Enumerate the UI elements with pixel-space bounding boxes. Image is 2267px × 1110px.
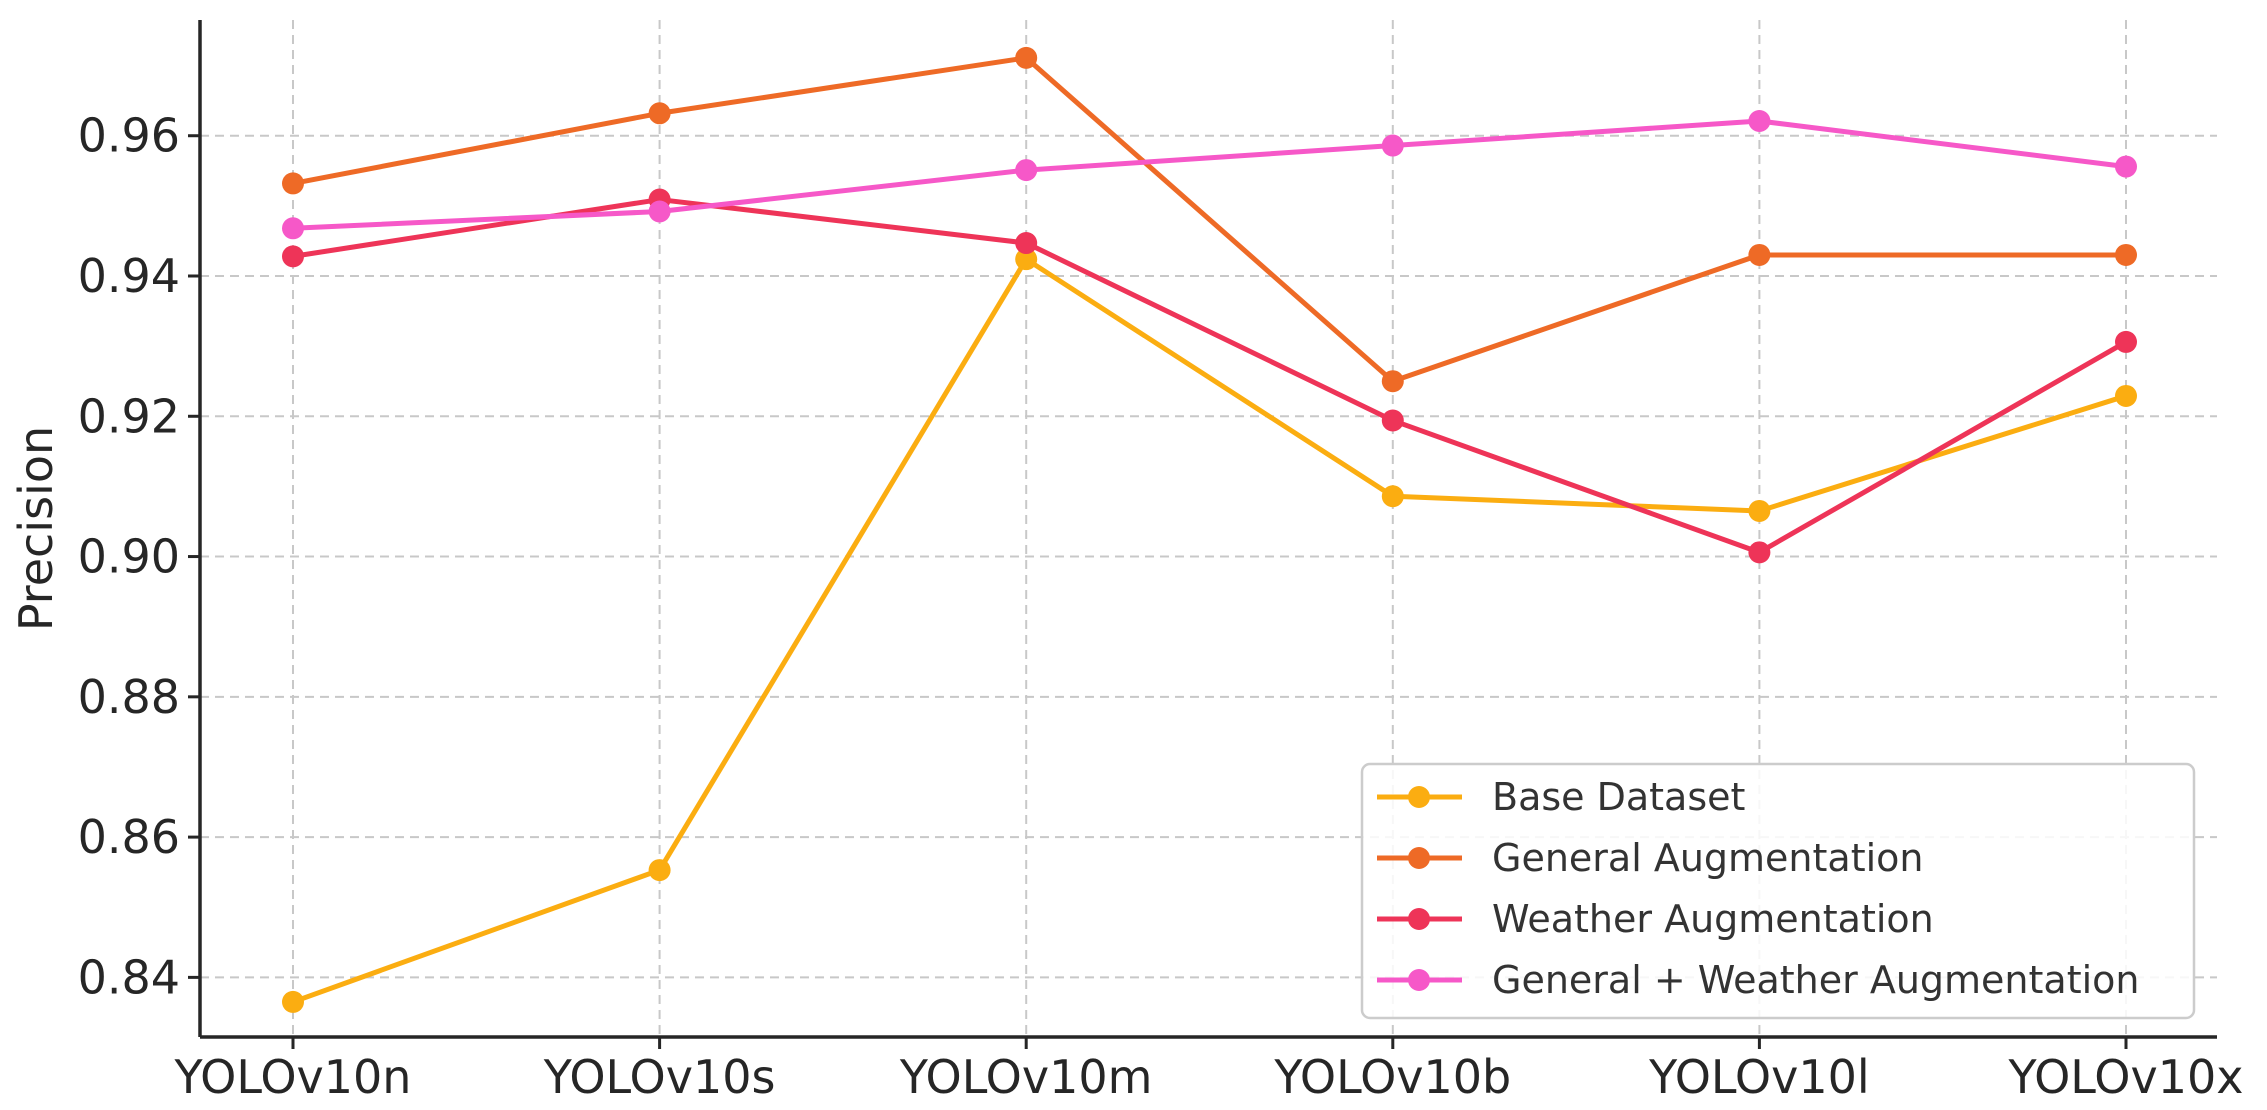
legend-label: Base Dataset bbox=[1492, 775, 1745, 819]
legend-swatch-marker bbox=[1408, 908, 1430, 930]
legend-item-general-weather-augmentation: General + Weather Augmentation bbox=[1377, 958, 2139, 1002]
data-point-general-weather-augmentation bbox=[1015, 159, 1038, 182]
legend-item-base-dataset: Base Dataset bbox=[1377, 775, 1745, 819]
legend: Base Dataset General Augmentation Weather … bbox=[1360, 762, 2196, 1020]
y-tick-label: 0.90 bbox=[78, 530, 180, 584]
y-tick-label: 0.96 bbox=[78, 109, 180, 163]
series-general-weather-augmentation bbox=[282, 109, 2137, 240]
data-point-weather-augmentation bbox=[1015, 232, 1038, 255]
series bbox=[282, 46, 2137, 1013]
legend-label: General + Weather Augmentation bbox=[1492, 958, 2139, 1002]
data-point-general-augmentation bbox=[282, 172, 304, 195]
legend-label: General Augmentation bbox=[1492, 836, 1924, 880]
data-point-base-dataset bbox=[1015, 248, 1038, 271]
legend-label: Weather Augmentation bbox=[1492, 897, 1934, 941]
data-point-general-weather-augmentation bbox=[282, 217, 304, 240]
data-point-general-augmentation bbox=[1015, 46, 1038, 69]
series-general-augmentation bbox=[282, 46, 2137, 393]
y-tick-label: 0.88 bbox=[78, 670, 180, 724]
legend-swatch-marker bbox=[1408, 786, 1430, 808]
x-tick-label: YOLOv10s bbox=[543, 1050, 776, 1104]
data-point-weather-augmentation bbox=[2115, 330, 2137, 353]
series-line-base-dataset bbox=[290, 256, 2129, 1005]
series-weather-augmentation bbox=[282, 188, 2137, 564]
x-tick-label: YOLOv10x bbox=[2008, 1050, 2244, 1104]
data-point-base-dataset bbox=[282, 990, 304, 1013]
y-tick-label: 0.86 bbox=[78, 810, 180, 864]
data-point-general-augmentation bbox=[2115, 243, 2137, 266]
y-tick-label: 0.94 bbox=[78, 249, 180, 303]
legend-box bbox=[1360, 762, 2196, 1020]
data-point-base-dataset bbox=[1748, 499, 1771, 522]
x-tick-label: YOLOv10l bbox=[1648, 1050, 1870, 1104]
x-tick-label: YOLOv10m bbox=[899, 1050, 1153, 1104]
data-point-base-dataset bbox=[648, 859, 671, 882]
axes: 0.84 0.86 0.88 0.90 0.92 0.94 0.96 YOLOv10n YOLO… bbox=[9, 20, 2243, 1104]
y-axis-title: Precision bbox=[9, 426, 63, 631]
data-point-weather-augmentation bbox=[282, 245, 304, 268]
x-tick-label: YOLOv10n bbox=[174, 1050, 412, 1104]
data-point-weather-augmentation bbox=[1381, 409, 1404, 432]
data-point-general-augmentation bbox=[648, 102, 671, 125]
legend-swatch-marker bbox=[1408, 847, 1430, 869]
data-point-general-weather-augmentation bbox=[2115, 155, 2137, 178]
data-point-general-weather-augmentation bbox=[1381, 134, 1404, 157]
series-line-general-augmentation bbox=[290, 55, 2129, 384]
data-point-general-weather-augmentation bbox=[648, 200, 671, 223]
data-point-general-augmentation bbox=[1381, 370, 1404, 393]
data-point-general-weather-augmentation bbox=[1748, 109, 1771, 132]
legend-swatch-marker bbox=[1408, 969, 1430, 991]
x-tick-label: YOLOv10b bbox=[1273, 1050, 1511, 1104]
series-line-general-weather-augmentation bbox=[290, 118, 2129, 231]
data-point-weather-augmentation bbox=[1748, 541, 1771, 564]
y-tick-label: 0.92 bbox=[78, 389, 180, 443]
legend-item-general-augmentation: General Augmentation bbox=[1377, 836, 1924, 880]
y-tick-label: 0.84 bbox=[78, 950, 180, 1004]
data-point-base-dataset bbox=[1381, 485, 1404, 508]
series-line-weather-augmentation bbox=[290, 197, 2129, 555]
series-base-dataset bbox=[282, 248, 2137, 1013]
legend-item-weather-augmentation: Weather Augmentation bbox=[1377, 897, 1934, 941]
data-point-general-augmentation bbox=[1748, 243, 1771, 266]
data-point-base-dataset bbox=[2115, 384, 2137, 407]
